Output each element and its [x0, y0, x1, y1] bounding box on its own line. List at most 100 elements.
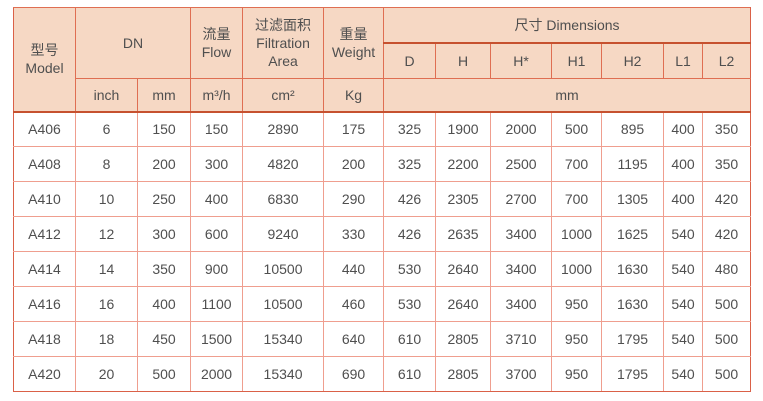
- header-row-units: inch mm m³/h cm² Kg mm: [14, 78, 752, 113]
- cell: 480: [702, 251, 752, 287]
- cell: 200: [323, 146, 385, 182]
- cell: 2890: [242, 111, 325, 147]
- unit-dim-mm: mm: [383, 78, 752, 113]
- cell-model: A416: [13, 286, 76, 322]
- unit-weight: Kg: [323, 78, 385, 113]
- unit-mm: mm: [136, 78, 192, 113]
- cell: 400: [190, 181, 244, 217]
- cell: 1795: [601, 321, 665, 357]
- table-body: A406 6 150 150 2890 175 325 1900 2000 50…: [13, 111, 752, 392]
- cell: 2200: [435, 146, 492, 182]
- cell: 12: [75, 216, 138, 252]
- unit-flow: m³/h: [190, 78, 244, 113]
- cell: 950: [551, 286, 603, 322]
- cell: 15340: [242, 356, 325, 392]
- cell: 540: [663, 356, 704, 392]
- cell: 10500: [242, 286, 325, 322]
- table-row: A416 16 400 1100 10500 460 530 2640 3400…: [13, 286, 752, 322]
- cell: 600: [190, 216, 244, 252]
- cell: 500: [136, 356, 192, 392]
- header-dim-d: D: [383, 42, 437, 79]
- cell: 440: [323, 251, 385, 287]
- cell: 1195: [601, 146, 665, 182]
- cell: 350: [702, 111, 752, 147]
- cell: 500: [702, 286, 752, 322]
- cell: 400: [136, 286, 192, 322]
- cell: 700: [551, 146, 603, 182]
- cell: 10500: [242, 251, 325, 287]
- cell: 15340: [242, 321, 325, 357]
- header-dn: DN: [74, 7, 192, 79]
- cell: 1630: [601, 251, 665, 287]
- header-filtration-area: 过滤面积 Filtration Area: [242, 7, 325, 79]
- header-row-1: 型号 Model DN 流量 Flow 过滤面积 Filtration Area…: [13, 7, 752, 113]
- cell: 426: [383, 216, 437, 252]
- cell: 14: [75, 251, 138, 287]
- header-model-en: Model: [25, 60, 64, 77]
- cell: 540: [663, 216, 704, 252]
- cell: 2500: [490, 146, 553, 182]
- cell: 700: [551, 181, 603, 217]
- cell: 460: [323, 286, 385, 322]
- cell: 3400: [490, 251, 553, 287]
- table-header: 型号 Model DN 流量 Flow 过滤面积 Filtration Area…: [13, 7, 752, 113]
- header-filtration-en1: Filtration: [256, 34, 310, 51]
- cell: 426: [383, 181, 437, 217]
- cell-model: A406: [13, 111, 76, 147]
- cell: 325: [383, 111, 437, 147]
- cell: 540: [663, 286, 704, 322]
- cell-model: A412: [13, 216, 76, 252]
- cell: 900: [190, 251, 244, 287]
- cell: 2805: [435, 321, 492, 357]
- cell: 350: [702, 146, 752, 182]
- cell: 640: [323, 321, 385, 357]
- header-flow: 流量 Flow: [190, 7, 244, 79]
- header-flow-zh: 流量: [202, 25, 231, 42]
- cell: 20: [75, 356, 138, 392]
- cell-model: A420: [13, 356, 76, 392]
- cell: 330: [323, 216, 385, 252]
- cell: 250: [136, 181, 192, 217]
- cell: 3400: [490, 216, 553, 252]
- cell: 2305: [435, 181, 492, 217]
- header-flow-en: Flow: [201, 44, 232, 60]
- cell: 2805: [435, 356, 492, 392]
- cell: 1100: [190, 286, 244, 322]
- unit-inch: inch: [75, 78, 138, 113]
- cell: 300: [190, 146, 244, 182]
- cell: 690: [323, 356, 385, 392]
- spec-table: 型号 Model DN 流量 Flow 过滤面积 Filtration Area…: [13, 7, 752, 392]
- cell: 300: [136, 216, 192, 252]
- cell: 400: [663, 181, 704, 217]
- table-row: A414 14 350 900 10500 440 530 2640 3400 …: [13, 251, 752, 287]
- cell: 9240: [242, 216, 325, 252]
- cell: 2000: [490, 111, 553, 147]
- cell: 530: [383, 286, 437, 322]
- cell: 1625: [601, 216, 665, 252]
- cell-model: A410: [13, 181, 76, 217]
- header-dim-l2: L2: [702, 42, 752, 79]
- cell: 610: [383, 356, 437, 392]
- cell: 10: [75, 181, 138, 217]
- cell: 400: [663, 146, 704, 182]
- cell: 500: [551, 111, 603, 147]
- header-dimensions: 尺寸 Dimensions: [383, 7, 752, 44]
- cell: 4820: [242, 146, 325, 182]
- cell: 540: [663, 321, 704, 357]
- cell: 610: [383, 321, 437, 357]
- cell: 540: [663, 251, 704, 287]
- cell: 950: [551, 321, 603, 357]
- cell: 2640: [435, 251, 492, 287]
- cell: 420: [702, 216, 752, 252]
- cell: 3700: [490, 356, 553, 392]
- cell: 1305: [601, 181, 665, 217]
- header-dim-hstar: H*: [490, 42, 553, 79]
- cell: 6830: [242, 181, 325, 217]
- cell: 420: [702, 181, 752, 217]
- cell: 1795: [601, 356, 665, 392]
- cell: 200: [136, 146, 192, 182]
- cell: 2635: [435, 216, 492, 252]
- cell: 16: [75, 286, 138, 322]
- header-dim-h: H: [435, 42, 492, 79]
- header-model: 型号 Model: [13, 7, 76, 113]
